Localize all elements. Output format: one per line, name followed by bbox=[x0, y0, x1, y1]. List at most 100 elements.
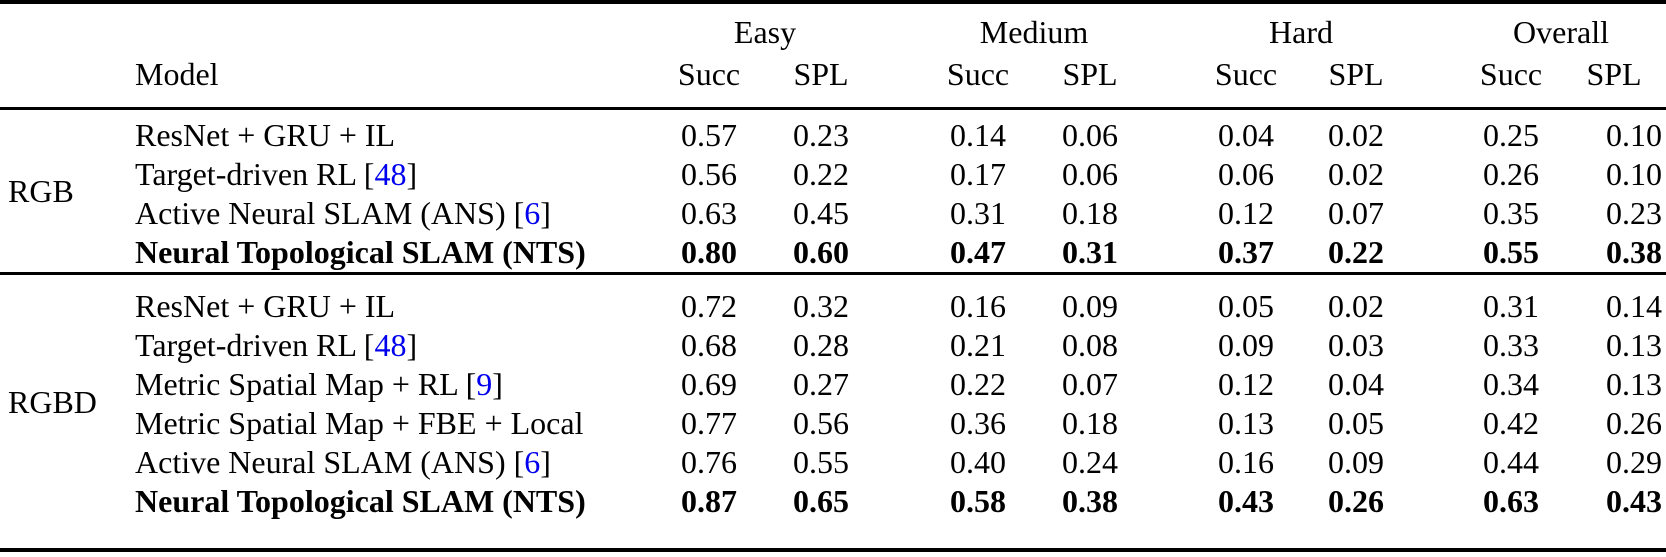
metric-value: 0.04 bbox=[1218, 117, 1275, 153]
citation-link[interactable]: 48 bbox=[374, 327, 407, 363]
metric-value: 0.16 bbox=[1218, 444, 1275, 480]
model-name-cell: ResNet + GRU + IL bbox=[135, 109, 653, 156]
column-spacer bbox=[877, 109, 922, 156]
column-spacer bbox=[1146, 404, 1191, 443]
metric-value: 0.14 bbox=[950, 117, 1007, 153]
metric-value: 0.76 bbox=[681, 444, 737, 480]
metric-value: 0.27 bbox=[793, 366, 849, 402]
citation-bracket-open: [ bbox=[457, 366, 477, 402]
header-spacer bbox=[1411, 55, 1456, 109]
model-name: ResNet + GRU + IL bbox=[135, 117, 396, 153]
metric-value: 0.57 bbox=[681, 117, 737, 153]
metric-value: 0.31 bbox=[1062, 234, 1119, 270]
metric-value: 0.06 bbox=[1062, 156, 1119, 192]
metric-value: 0.04 bbox=[1328, 366, 1385, 402]
column-spacer bbox=[1146, 482, 1191, 550]
model-name: Target-driven RL bbox=[135, 156, 356, 192]
column-spacer bbox=[877, 194, 922, 233]
column-spacer bbox=[1411, 274, 1456, 327]
metric-value: 0.38 bbox=[1606, 234, 1663, 270]
metric-value: 0.68 bbox=[681, 327, 737, 363]
metric-value: 0.44 bbox=[1483, 444, 1540, 480]
succ-column-header: Succ bbox=[1214, 56, 1278, 92]
table-row: RGBD ResNet + GRU + IL 0.72 0.32 0.16 0.09 0.0… bbox=[0, 274, 1666, 420]
citation-link[interactable]: 9 bbox=[476, 366, 493, 402]
column-spacer bbox=[1146, 443, 1191, 482]
column-spacer bbox=[877, 326, 922, 365]
succ-column-header: Succ bbox=[946, 56, 1010, 92]
metric-value: 0.55 bbox=[1483, 234, 1540, 270]
spl-column-header: SPL bbox=[793, 56, 849, 92]
table-row: Active Neural SLAM (ANS) [6] 0.76 0.55 0.40… bbox=[0, 443, 1666, 482]
metric-value: 0.26 bbox=[1483, 156, 1540, 192]
citation-bracket-open: [ bbox=[355, 327, 375, 363]
metric-value: 0.16 bbox=[950, 288, 1007, 324]
metric-value: 0.65 bbox=[793, 483, 849, 519]
column-spacer bbox=[1146, 109, 1191, 156]
header-spacer bbox=[1411, 2, 1456, 55]
spl-column-header: SPL bbox=[1328, 56, 1384, 92]
column-spacer bbox=[1146, 365, 1191, 404]
metric-value: 0.12 bbox=[1218, 366, 1275, 402]
table-row: Neural Topological SLAM (NTS) 0.80 0.60 0.4… bbox=[0, 233, 1666, 274]
metric-value: 0.17 bbox=[950, 156, 1007, 192]
column-spacer bbox=[1411, 109, 1456, 156]
metric-value: 0.21 bbox=[950, 327, 1007, 363]
header-spacer bbox=[0, 55, 135, 109]
citation-bracket-open: [ bbox=[505, 195, 525, 231]
model-name-cell: Target-driven RL [48] bbox=[135, 326, 653, 365]
column-spacer bbox=[1411, 326, 1456, 365]
model-name-cell: Neural Topological SLAM (NTS) bbox=[135, 233, 653, 274]
metric-value: 0.13 bbox=[1606, 327, 1663, 363]
model-name: Active Neural SLAM (ANS) bbox=[135, 444, 506, 480]
metric-value: 0.56 bbox=[681, 156, 737, 192]
column-spacer bbox=[877, 365, 922, 404]
metric-value: 0.60 bbox=[793, 234, 849, 270]
metric-value: 0.37 bbox=[1218, 234, 1275, 270]
table-row: Target-driven RL [48] 0.56 0.22 0.17 0.06 0.0… bbox=[0, 155, 1666, 194]
table-row: Target-driven RL [48] 0.68 0.28 0.21 0.08 0.0… bbox=[0, 326, 1666, 365]
succ-column-header: Succ bbox=[677, 56, 741, 92]
citation-link[interactable]: 6 bbox=[524, 444, 541, 480]
citation-link[interactable]: 48 bbox=[374, 156, 407, 192]
metric-value: 0.03 bbox=[1328, 327, 1385, 363]
header-spacer bbox=[1146, 55, 1191, 109]
column-spacer bbox=[1146, 274, 1191, 327]
metric-value: 0.69 bbox=[681, 366, 737, 402]
column-spacer bbox=[1411, 404, 1456, 443]
metric-value: 0.36 bbox=[950, 405, 1007, 441]
metric-value: 0.22 bbox=[793, 156, 849, 192]
model-name: Neural Topological SLAM (NTS) bbox=[135, 234, 586, 270]
column-spacer bbox=[1411, 194, 1456, 233]
metric-value: 0.25 bbox=[1483, 117, 1540, 153]
metric-value: 0.45 bbox=[793, 195, 849, 231]
metric-value: 0.09 bbox=[1218, 327, 1275, 363]
spl-column-header: SPL bbox=[1586, 56, 1642, 92]
metric-value: 0.35 bbox=[1483, 195, 1540, 231]
table-body: RGB ResNet + GRU + IL 0.57 0.23 0.14 0.06 0.04… bbox=[0, 109, 1666, 551]
metric-value: 0.32 bbox=[793, 288, 849, 324]
model-name-cell: Active Neural SLAM (ANS) [6] bbox=[135, 443, 653, 482]
succ-column-header: Succ bbox=[1479, 56, 1543, 92]
metric-value: 0.06 bbox=[1062, 117, 1119, 153]
metric-value: 0.02 bbox=[1328, 117, 1385, 153]
metric-value: 0.10 bbox=[1606, 117, 1663, 153]
col-group-medium: Medium bbox=[979, 13, 1089, 50]
model-name-cell: Neural Topological SLAM (NTS) bbox=[135, 482, 653, 550]
metric-value: 0.43 bbox=[1606, 483, 1663, 519]
metric-value: 0.43 bbox=[1218, 483, 1275, 519]
column-spacer bbox=[1411, 233, 1456, 274]
citation-bracket-close: ] bbox=[540, 195, 551, 231]
metric-value: 0.06 bbox=[1218, 156, 1275, 192]
metric-value: 0.14 bbox=[1606, 288, 1663, 324]
metric-value: 0.72 bbox=[681, 288, 737, 324]
metric-value: 0.40 bbox=[950, 444, 1007, 480]
col-group-easy: Easy bbox=[733, 13, 797, 50]
model-name: Neural Topological SLAM (NTS) bbox=[135, 483, 586, 519]
column-spacer bbox=[1146, 326, 1191, 365]
citation-link[interactable]: 6 bbox=[524, 195, 541, 231]
table-row: Neural Topological SLAM (NTS) 0.87 0.65 0.5… bbox=[0, 482, 1666, 550]
metric-value: 0.05 bbox=[1328, 405, 1385, 441]
group-header-row: Easy Medium Hard Overall bbox=[0, 2, 1666, 55]
